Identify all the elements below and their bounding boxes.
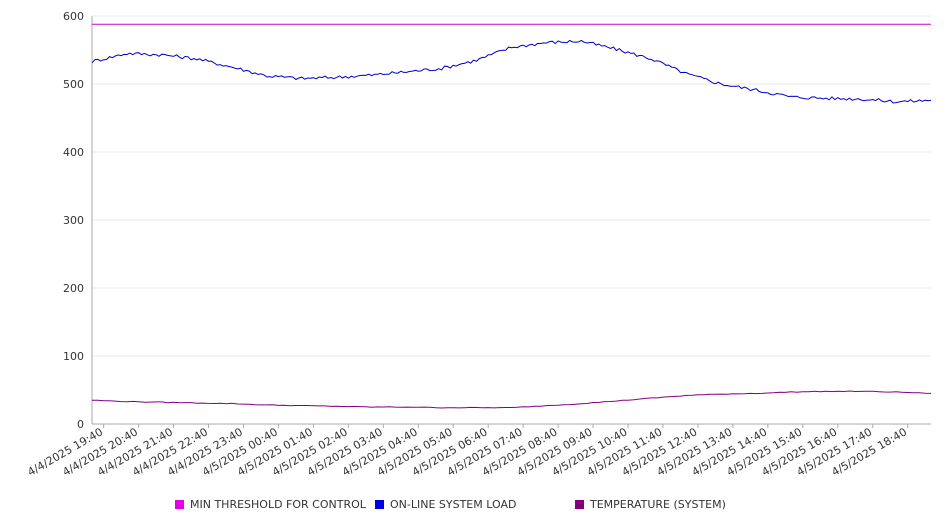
legend: MIN THRESHOLD FOR CONTROL ON-LINE SYSTEM…	[0, 498, 946, 514]
y-tick-label: 500	[63, 78, 84, 91]
y-tick-label: 200	[63, 282, 84, 295]
axes	[91, 16, 931, 428]
series-line	[91, 39, 932, 104]
gridlines	[92, 15, 931, 357]
legend-item-online-system-load[interactable]: ON-LINE SYSTEM LOAD	[375, 498, 516, 511]
legend-swatch	[175, 500, 184, 509]
legend-item-temperature[interactable]: TEMPERATURE (SYSTEM)	[575, 498, 726, 511]
legend-label: ON-LINE SYSTEM LOAD	[390, 498, 517, 511]
legend-swatch	[575, 500, 584, 509]
legend-swatch	[375, 500, 384, 509]
y-tick-label: 0	[77, 418, 84, 431]
y-tick-label: 600	[63, 10, 84, 23]
legend-label: TEMPERATURE (SYSTEM)	[590, 498, 726, 511]
y-tick-label: 400	[63, 146, 84, 159]
series-lines	[91, 23, 932, 409]
y-tick-labels: 0 100 200 300 400 500 600	[63, 10, 84, 431]
legend-item-min-threshold[interactable]: MIN THRESHOLD FOR CONTROL	[175, 498, 366, 511]
y-tick-label: 100	[63, 350, 84, 363]
series-line	[92, 390, 932, 409]
legend-label: MIN THRESHOLD FOR CONTROL	[190, 498, 366, 511]
y-tick-label: 300	[63, 214, 84, 227]
x-tick-labels: 4/4/2025 19:404/4/2025 20:404/4/2025 21:…	[25, 425, 909, 479]
